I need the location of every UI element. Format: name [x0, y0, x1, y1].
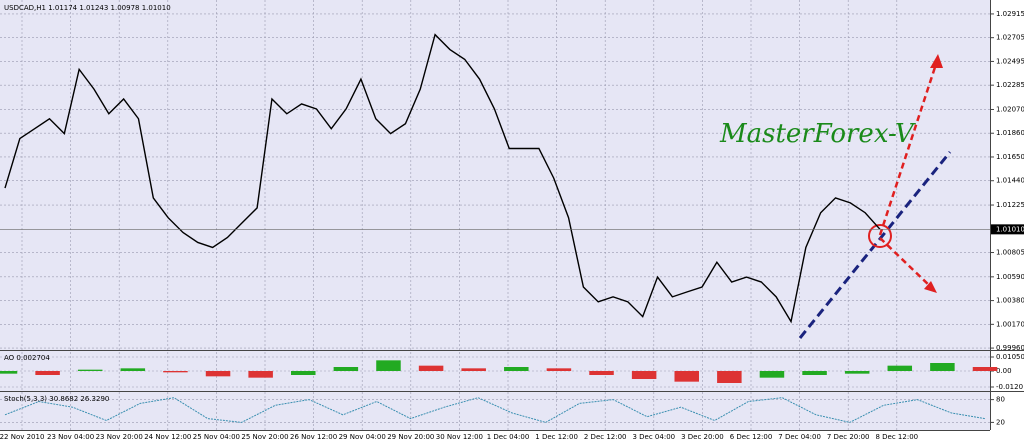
- ao-bar: [504, 367, 529, 371]
- x-tick-label: 8 Dec 12:00: [875, 433, 918, 441]
- x-tick-label: 26 Nov 12:00: [290, 433, 337, 441]
- ao-bar: [802, 371, 827, 375]
- y-tick-label: 1.00590: [996, 273, 1024, 281]
- arrow-head: [924, 281, 937, 293]
- x-tick-label: 24 Nov 12:00: [144, 433, 191, 441]
- ao-bar: [0, 371, 18, 374]
- y-tick-label: 1.00170: [996, 320, 1024, 328]
- y-tick-label: 0.99960: [996, 344, 1024, 352]
- x-tick-label: 30 Nov 12:00: [436, 433, 483, 441]
- x-tick-label: 25 Nov 20:00: [241, 433, 288, 441]
- ao-bar: [461, 368, 486, 371]
- y-tick-label: 80: [996, 396, 1005, 404]
- y-tick-label: 0.010505: [996, 353, 1024, 361]
- x-tick-label: 3 Dec 04:00: [632, 433, 675, 441]
- chart-title: USDCAD,H1 1.01174 1.01243 1.00978 1.0101…: [4, 4, 171, 12]
- y-tick-label: 1.00380: [996, 297, 1024, 305]
- x-tick-label: 25 Nov 04:00: [193, 433, 240, 441]
- up-arrow: [878, 57, 940, 236]
- y-tick-label: 0.00: [996, 367, 1012, 375]
- y-tick-label: 1.01440: [996, 177, 1024, 185]
- plot-background: [0, 0, 990, 430]
- price-line: [4, 397, 986, 423]
- y-tick-label: 1.02915: [996, 10, 1024, 18]
- y-tick-label: 1.02705: [996, 34, 1024, 42]
- ao-bar: [333, 367, 359, 371]
- ao-bar: [376, 360, 401, 371]
- x-tick-label: 1 Dec 12:00: [535, 433, 578, 441]
- arrow-head: [930, 54, 943, 68]
- x-tick-label: 22 Nov 2010: [0, 433, 44, 441]
- ao-bar: [35, 371, 60, 375]
- y-tick-label: 1.01860: [996, 129, 1024, 137]
- x-tick-label: 7 Dec 04:00: [778, 433, 821, 441]
- y-tick-label: -0.0120: [996, 383, 1023, 391]
- down-arrow: [879, 237, 933, 289]
- ao-bar: [887, 365, 913, 371]
- x-tick-label: 29 Nov 20:00: [387, 433, 434, 441]
- x-tick-label: 29 Nov 04:00: [339, 433, 386, 441]
- x-tick-label: 7 Dec 20:00: [827, 433, 870, 441]
- panel-title: AO 0.002704: [4, 354, 50, 362]
- price-line: [4, 33, 881, 324]
- y-tick-label: 1.01225: [996, 201, 1024, 209]
- ao-bar: [291, 371, 316, 375]
- ao-bar: [589, 371, 614, 375]
- y-tick-label: 1.02285: [996, 81, 1024, 89]
- ao-bar: [674, 371, 699, 382]
- ao-bar: [546, 368, 572, 371]
- y-tick-label: 1.01650: [996, 153, 1024, 161]
- last-price-label: 1.01010: [996, 225, 1024, 233]
- signal-circle: [868, 224, 892, 248]
- last-price-box: [991, 224, 1024, 235]
- ao-bar: [972, 367, 998, 371]
- panel-title: Stoch(5,3,3) 30.8682 26.3290: [4, 395, 109, 403]
- x-tick-label: 3 Dec 20:00: [681, 433, 724, 441]
- ao-bar: [930, 363, 955, 371]
- y-tick-label: 20: [996, 418, 1005, 426]
- x-tick-label: 23 Nov 04:00: [47, 433, 94, 441]
- ao-bar: [418, 365, 444, 371]
- ao-bar: [759, 371, 785, 378]
- x-tick-label: 23 Nov 20:00: [96, 433, 143, 441]
- x-tick-label: 2 Dec 12:00: [584, 433, 627, 441]
- x-tick-label: 1 Dec 04:00: [487, 433, 530, 441]
- ao-bar: [205, 371, 231, 377]
- ao-bar: [717, 371, 742, 383]
- y-tick-label: 1.00805: [996, 249, 1024, 257]
- watermark: MasterForex-V: [719, 119, 916, 149]
- x-tick-label: 6 Dec 12:00: [730, 433, 773, 441]
- ao-bar: [844, 371, 870, 374]
- y-tick-label: 1.02495: [996, 57, 1024, 65]
- ao-bar: [631, 371, 657, 379]
- y-tick-label: 1.02070: [996, 105, 1024, 113]
- ao-bar: [77, 369, 103, 371]
- ao-bar: [248, 371, 273, 378]
- axis-background: [990, 0, 1024, 443]
- ao-bar: [120, 368, 146, 371]
- ao-bar: [163, 371, 188, 373]
